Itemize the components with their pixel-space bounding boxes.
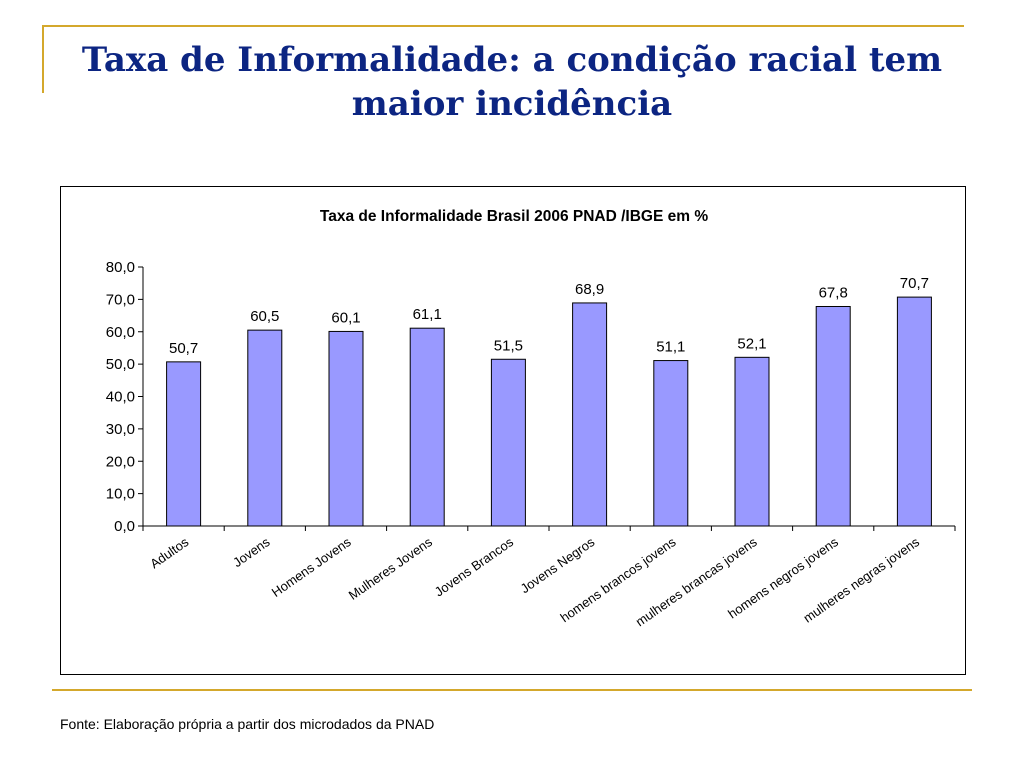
x-category-label: Mulheres Jovens	[346, 534, 436, 603]
y-tick-label: 30,0	[106, 421, 135, 438]
bar-2	[247, 329, 283, 527]
slide-title: Taxa de Informalidade: a condição racial…	[81, 40, 943, 124]
bar-chart: Taxa de Informalidade Brasil 2006 PNAD /…	[106, 208, 956, 629]
chart-container: Taxa de Informalidade Brasil 2006 PNAD /…	[60, 186, 966, 675]
bar-value-label: 50,7	[169, 340, 198, 357]
bar-6	[572, 302, 608, 527]
chart-title: Taxa de Informalidade Brasil 2006 PNAD /…	[320, 208, 708, 225]
y-tick-label: 70,0	[106, 291, 135, 308]
bar-value-label: 51,5	[494, 337, 523, 354]
bar-value-label: 61,1	[413, 306, 442, 323]
y-tick-label: 40,0	[106, 389, 135, 406]
source-note: Fonte: Elaboração própria a partir dos m…	[60, 716, 435, 732]
bar-value-label: 51,1	[656, 339, 685, 356]
y-tick-label: 20,0	[106, 453, 135, 470]
bottom-accent-line	[52, 689, 972, 691]
bar-7	[653, 360, 689, 527]
bar-value-label: 60,1	[331, 309, 360, 326]
left-accent-line	[42, 25, 44, 93]
x-category-label: Jovens Negros	[518, 534, 598, 596]
bar-value-label: 60,5	[250, 308, 279, 325]
top-accent-line	[42, 25, 964, 27]
bar-3	[328, 330, 364, 527]
bar-1	[166, 361, 202, 527]
bar-10	[896, 296, 932, 527]
bar-8	[734, 356, 770, 527]
bar-9	[815, 305, 851, 527]
bar-value-label: 67,8	[819, 284, 848, 301]
y-tick-label: 0,0	[114, 518, 135, 535]
y-tick-label: 80,0	[106, 259, 135, 276]
x-category-label: Jovens	[230, 534, 273, 570]
y-tick-label: 50,0	[106, 356, 135, 373]
bar-value-label: 52,1	[737, 335, 766, 352]
bar-value-label: 68,9	[575, 281, 604, 298]
x-category-label: Jovens Brancos	[432, 534, 517, 600]
bar-4	[409, 327, 445, 527]
bar-value-label: 70,7	[900, 275, 929, 292]
y-tick-label: 10,0	[106, 486, 135, 503]
x-category-label: Adultos	[147, 534, 192, 571]
x-category-label: Homens Jovens	[269, 534, 354, 600]
y-tick-label: 60,0	[106, 324, 135, 341]
bar-5	[490, 358, 526, 527]
